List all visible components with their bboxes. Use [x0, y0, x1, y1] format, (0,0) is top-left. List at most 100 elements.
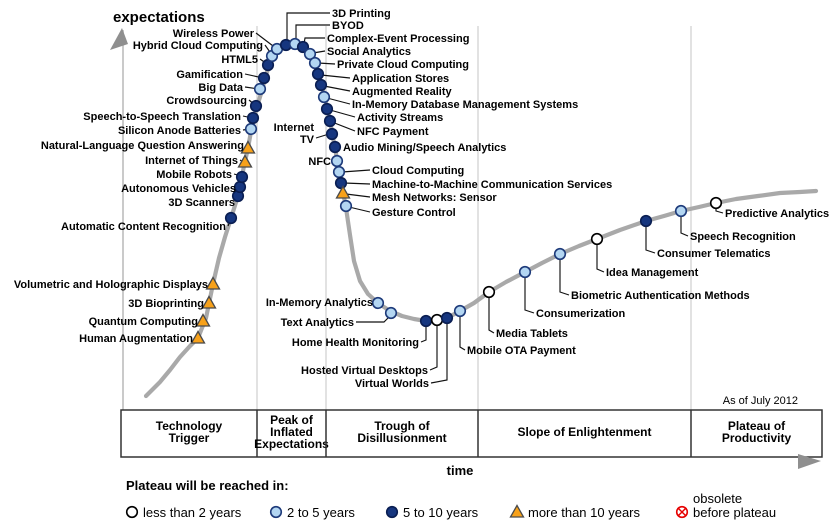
label-audio-mining-speech-analytics: Audio Mining/Speech Analytics — [343, 142, 506, 154]
label-private-cloud-computing: Private Cloud Computing — [337, 59, 469, 71]
dot-idea-management — [590, 232, 604, 246]
dot-big-data — [253, 82, 267, 96]
label-gesture-control: Gesture Control — [372, 207, 456, 219]
label-autonomous-vehicles: Autonomous Vehicles — [121, 183, 236, 195]
y-axis-title: expectations — [113, 9, 205, 26]
label-3d-printing: 3D Printing — [332, 8, 391, 20]
leader-application-stores — [320, 74, 351, 79]
label-speech-recognition: Speech Recognition — [690, 231, 796, 243]
label-augmented-reality: Augmented Reality — [352, 86, 453, 98]
leader-virtual-worlds — [430, 321, 448, 384]
label-byod: BYOD — [332, 20, 364, 32]
leader-hosted-virtual-desktops — [429, 323, 438, 371]
dot-nfc-payment — [323, 114, 337, 128]
dot-in-memory-database-management-systems — [317, 90, 331, 104]
dot-text-analytics — [384, 306, 398, 320]
label-internet-of-things: Internet of Things — [145, 155, 238, 167]
dot-consumerization — [518, 265, 532, 279]
phase-label-3: Slope of Enlightenment — [518, 425, 652, 439]
phase-label-2: Trough of Disillusionment — [357, 419, 446, 445]
dot-human-augmentation — [190, 330, 206, 344]
leader-mobile-ota-payment — [459, 314, 466, 351]
dot-natural-language-question-answering — [240, 140, 256, 154]
leader-mesh-networks-sensor — [345, 193, 371, 198]
legend-label-obsolete: before plateau — [693, 505, 776, 520]
label-human-augmentation: Human Augmentation — [79, 333, 193, 345]
dot-autonomous-vehicles — [233, 180, 247, 194]
label-hybrid-cloud-computing: Hybrid Cloud Computing — [133, 40, 263, 52]
label-3d-scanners: 3D Scanners — [168, 197, 235, 209]
dot-private-cloud-computing — [308, 56, 322, 70]
legend-label-tri: more than 10 years — [528, 505, 641, 520]
leader-augmented-reality — [323, 85, 351, 92]
label-nfc: NFC — [308, 156, 331, 168]
legend-label-white: less than 2 years — [143, 505, 242, 520]
dot-audio-mining-speech-analytics — [328, 140, 342, 154]
label-automatic-content-recognition: Automatic Content Recognition — [61, 221, 226, 233]
legend: less than 2 years 2 to 5 years 5 to 10 yea… — [125, 491, 776, 520]
label-consumer-telematics: Consumer Telematics — [657, 248, 771, 260]
dot-mesh-networks-sensor — [335, 185, 351, 199]
label-home-health-monitoring: Home Health Monitoring — [292, 337, 419, 349]
label-machine-to-machine-communication-services: Machine-to-Machine Communication Service… — [372, 179, 612, 191]
label-cloud-computing: Cloud Computing — [372, 165, 464, 177]
dot-media-tablets — [482, 285, 496, 299]
dot-in-memory-analytics — [371, 296, 385, 310]
dot-augmented-reality — [314, 78, 328, 92]
phase-label-1: Peak of Inflated Expectations — [254, 413, 329, 451]
dot-mobile-robots — [235, 170, 249, 184]
label-activity-streams: Activity Streams — [357, 112, 443, 124]
label-media-tablets: Media Tablets — [496, 328, 568, 340]
label-hosted-virtual-desktops: Hosted Virtual Desktops — [301, 365, 428, 377]
leader-activity-streams — [329, 109, 356, 118]
legend-marker-dark — [385, 505, 399, 519]
label-big-data: Big Data — [198, 82, 244, 94]
label-social-analytics: Social Analytics — [327, 46, 411, 58]
dot-activity-streams — [320, 102, 334, 116]
dot-machine-to-machine-communication-services — [334, 176, 348, 190]
dot-predictive-analytics — [709, 196, 723, 210]
phase-label-0: Technology Trigger — [156, 419, 223, 445]
dot-mobile-ota-payment — [453, 304, 467, 318]
dot-gesture-control — [339, 199, 353, 213]
label-volumetric-and-holographic-displays: Volumetric and Holographic Displays — [14, 279, 208, 291]
dot-silicon-anode-batteries — [244, 122, 258, 136]
item-labels: Human Augmentation Quantum Computing 3D Bi… — [14, 8, 829, 390]
label-speech-to-speech-translation: Speech-to-Speech Translation — [83, 111, 241, 123]
leader-consumerization — [524, 275, 535, 314]
dot-3d-bioprinting — [201, 295, 217, 309]
label-biometric-authentication-methods: Biometric Authentication Methods — [571, 290, 750, 302]
dot-home-health-monitoring — [419, 314, 433, 328]
label-text-analytics: Text Analytics — [281, 317, 354, 329]
phase-label-4: Plateau of Productivity — [722, 419, 792, 445]
legend-marker-light — [269, 505, 283, 519]
label-crowdsourcing: Crowdsourcing — [166, 95, 247, 107]
leader-speech-recognition — [680, 214, 689, 237]
label-in-memory-analytics: In-Memory Analytics — [266, 297, 373, 309]
dot-internet-tv — [325, 127, 339, 141]
dot-quantum-computing — [195, 313, 211, 327]
leader-nfc-payment — [331, 121, 356, 132]
label-mobile-ota-payment: Mobile OTA Payment — [467, 345, 576, 357]
leader-gesture-control — [348, 206, 371, 213]
leader-machine-to-machine-communication-services — [343, 182, 371, 185]
dot-biometric-authentication-methods — [553, 247, 567, 261]
dot-crowdsourcing — [249, 99, 263, 113]
dot-gamification — [257, 71, 271, 85]
dot-consumer-telematics — [639, 214, 653, 228]
label-complex-event-processing: Complex-Event Processing — [327, 33, 469, 45]
phase-band: Technology Trigger Peak of Inflated Expectat… — [120, 409, 823, 458]
leader-home-health-monitoring — [420, 324, 427, 343]
dot-internet-of-things — [237, 154, 253, 168]
leader-byod — [295, 24, 330, 40]
dot-virtual-worlds — [440, 311, 454, 325]
dot-application-stores — [311, 67, 325, 81]
dot-cloud-computing — [332, 165, 346, 179]
leader-media-tablets — [488, 295, 495, 334]
label-in-memory-database-management-systems: In-Memory Database Management Systems — [352, 99, 578, 111]
label-natural-language-question-answering: Natural-Language Question Answering — [41, 140, 244, 152]
phase-gridlines — [256, 26, 692, 410]
label-3d-bioprinting: 3D Bioprinting — [128, 298, 204, 310]
leader-cloud-computing — [341, 169, 371, 173]
